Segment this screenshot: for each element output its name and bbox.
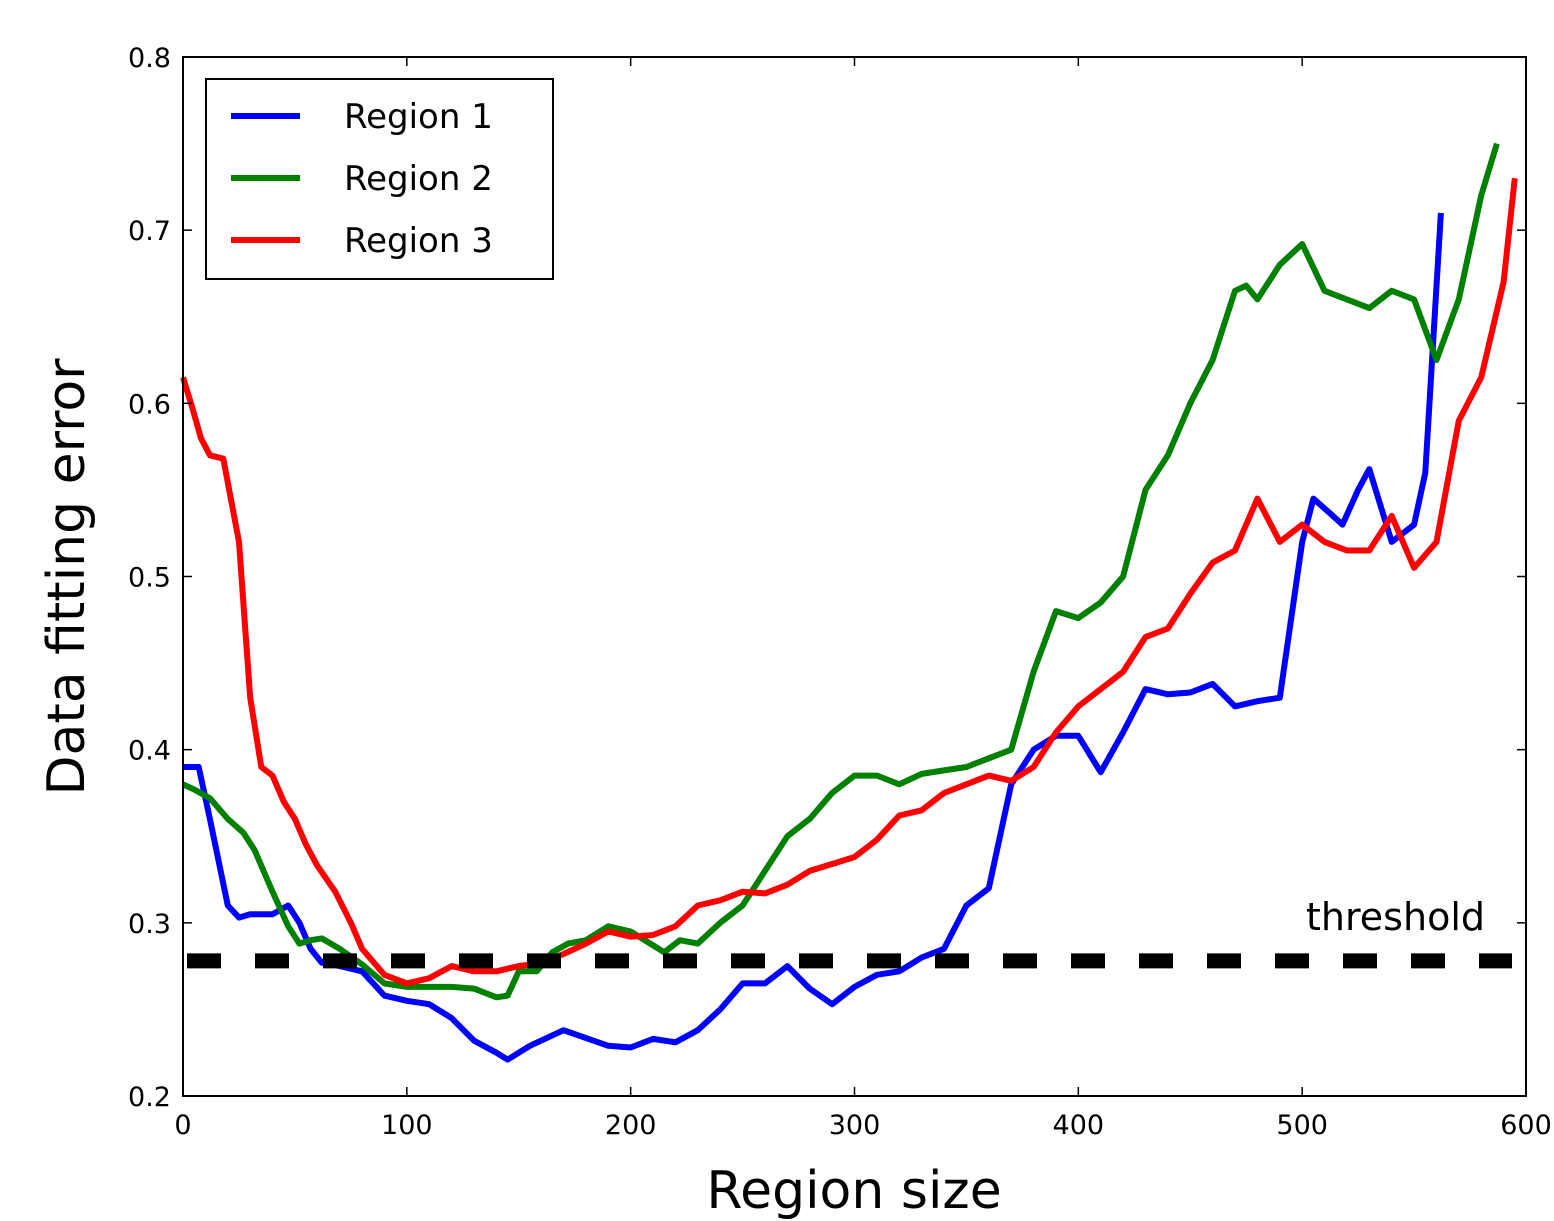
series-line-1 bbox=[183, 212, 1444, 1063]
y-tick-label: 0.3 bbox=[128, 909, 171, 940]
y-tick-label: 0.6 bbox=[128, 389, 171, 420]
x-tick-label: 200 bbox=[605, 1110, 657, 1141]
legend-label-1: Region 1 bbox=[344, 97, 493, 137]
x-tick-label: 600 bbox=[1500, 1110, 1552, 1141]
y-tick-label: 0.5 bbox=[128, 563, 171, 594]
x-axis-title: Region size bbox=[706, 1161, 1001, 1221]
y-tick-label: 0.2 bbox=[128, 1082, 171, 1113]
x-tick-label: 100 bbox=[381, 1110, 433, 1141]
y-axis-title: Data fitting error bbox=[37, 358, 97, 796]
legend-label-3: Region 3 bbox=[344, 221, 493, 261]
y-tick-label: 0.4 bbox=[128, 736, 171, 767]
x-tick-label: 0 bbox=[174, 1110, 191, 1141]
legend-label-2: Region 2 bbox=[344, 159, 493, 199]
series-line-2 bbox=[181, 142, 1500, 1001]
legend: Region 1 Region 2 Region 3 bbox=[205, 78, 554, 280]
y-tick-label: 0.8 bbox=[128, 43, 171, 74]
x-tick-label: 500 bbox=[1276, 1110, 1328, 1141]
x-tick-label: 300 bbox=[829, 1110, 881, 1141]
y-tick-label: 0.7 bbox=[128, 216, 171, 247]
series-line-3 bbox=[180, 177, 1518, 987]
threshold-label: threshold bbox=[1306, 895, 1485, 939]
ticks-layer: 0 100 200 300 400 500 600 0.2 0.3 0.4 0.5 0.6 0.7 0.8 bbox=[128, 43, 1552, 1141]
x-tick-label: 400 bbox=[1053, 1110, 1105, 1141]
